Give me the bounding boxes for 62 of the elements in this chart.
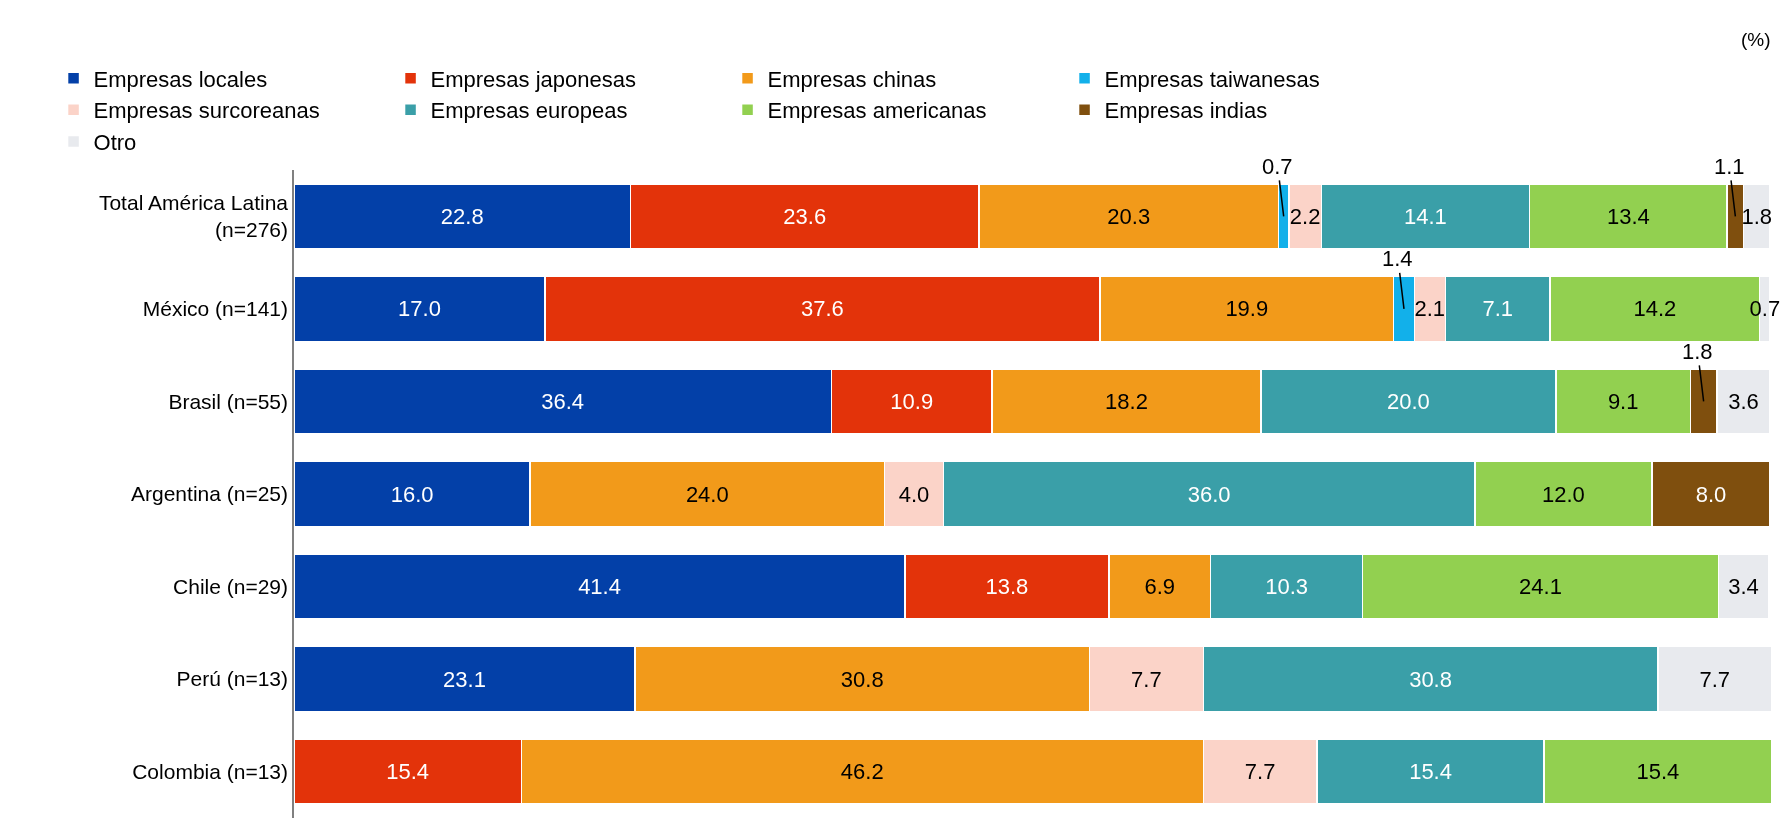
data-label: 46.2: [840, 759, 884, 785]
data-label: 3.6: [1728, 388, 1759, 414]
data-label: 20.0: [1387, 388, 1430, 414]
data-label: 4.0: [898, 481, 930, 507]
legend-label: Empresas americanas: [767, 98, 987, 124]
data-label: 24.0: [685, 481, 729, 507]
data-label: 19.9: [1225, 296, 1269, 322]
y-tick-label: Total América Latina (n=276): [98, 190, 289, 242]
y-tick-label: Chile (n=29): [173, 574, 289, 598]
data-label: 24.1: [1519, 574, 1562, 600]
data-label: 10.3: [1265, 574, 1309, 600]
legend-label: Otro: [93, 129, 137, 155]
legend-label: Empresas taiwanesas: [1104, 66, 1320, 92]
data-label: 37.6: [801, 296, 844, 322]
data-label: 17.0: [398, 296, 441, 322]
data-label: 2.1: [1414, 296, 1446, 322]
legend-label: Empresas europeas: [430, 98, 628, 124]
data-label: 23.1: [443, 666, 486, 692]
data-label: 13.4: [1606, 203, 1650, 229]
data-label: 13.8: [985, 574, 1029, 600]
data-label: 6.9: [1144, 574, 1175, 600]
data-label: 7.7: [1699, 666, 1730, 692]
data-label: 7.7: [1131, 666, 1162, 692]
y-tick-label: Brasil (n=55): [168, 389, 289, 413]
data-label: 10.9: [890, 388, 934, 414]
data-label: 16.0: [390, 481, 434, 507]
data-label: 15.4: [1409, 759, 1452, 785]
legend-label: Empresas japonesas: [430, 66, 636, 92]
data-label: 30.8: [840, 666, 884, 692]
data-label: 9.1: [1607, 388, 1639, 414]
data-label: 36.4: [541, 388, 585, 414]
legend-label: Empresas surcoreanas: [93, 98, 320, 124]
data-label: 15.4: [1636, 759, 1680, 785]
data-label: 18.2: [1105, 388, 1148, 414]
y-tick-label: Argentina (n=25): [131, 482, 289, 506]
y-tick-label: Perú (n=13): [176, 667, 289, 691]
data-label: 22.8: [440, 203, 484, 229]
data-label: 36.0: [1187, 481, 1231, 507]
data-label: 14.2: [1633, 296, 1677, 322]
y-tick-label: México (n=141): [142, 297, 289, 321]
data-label: 8.0: [1695, 481, 1727, 507]
data-label: 1.1: [1714, 154, 1745, 179]
y-tick-label: Colombia (n=13): [132, 760, 289, 784]
data-label: 2.2: [1289, 203, 1321, 229]
data-label: 15.4: [386, 759, 430, 785]
text: (%): [1741, 29, 1771, 50]
data-label: 12.0: [1541, 481, 1585, 507]
legend-label: Empresas indias: [1104, 98, 1268, 124]
data-label: 1.8: [1682, 339, 1713, 364]
data-label: 1.8: [1741, 203, 1773, 229]
data-label: 1.4: [1382, 246, 1413, 271]
data-label: 23.6: [783, 203, 827, 229]
data-label: 20.3: [1107, 203, 1151, 229]
legend-label: Empresas locales: [93, 66, 268, 92]
data-label: 0.7: [1262, 154, 1293, 179]
legend-label: Empresas chinas: [767, 66, 937, 92]
data-label: 14.1: [1403, 203, 1447, 229]
data-label: 41.4: [578, 574, 621, 600]
data-label: 7.1: [1482, 296, 1514, 322]
data-label: 3.4: [1728, 574, 1759, 600]
data-label: 30.8: [1409, 666, 1452, 692]
data-label: 7.7: [1244, 759, 1276, 785]
